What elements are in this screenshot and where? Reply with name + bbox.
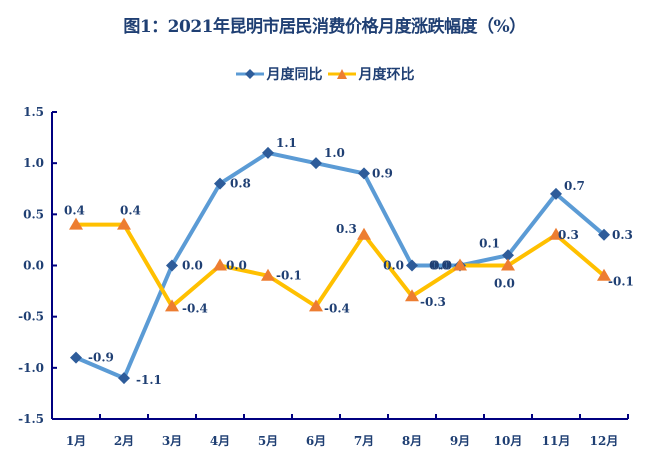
data-point-mom — [213, 258, 227, 271]
x-tick-label: 12月 — [590, 434, 619, 448]
data-label-mom: -0.3 — [420, 295, 446, 309]
data-point-mom — [597, 268, 611, 281]
x-tick-label: 1月 — [66, 434, 86, 448]
x-tick-label: 2月 — [114, 434, 134, 448]
data-label-yoy: 0.3 — [612, 228, 633, 242]
data-label-yoy: 0.9 — [372, 166, 393, 180]
x-tick-label: 7月 — [354, 434, 374, 448]
legend-label-mom: 月度环比 — [358, 67, 415, 83]
x-tick-label: 4月 — [210, 434, 230, 448]
data-point-mom — [453, 258, 467, 271]
data-point-yoy — [406, 259, 418, 272]
diamond-line-icon — [235, 69, 264, 79]
x-tick-label: 9月 — [450, 434, 470, 448]
triangle-line-icon — [327, 69, 356, 79]
x-tick-label: 10月 — [494, 434, 523, 448]
data-point-yoy — [118, 372, 130, 385]
data-point-yoy — [310, 157, 322, 170]
data-point-yoy — [262, 146, 274, 159]
data-label-mom: 0.0 — [226, 259, 247, 273]
y-tick-label: 0.5 — [23, 207, 44, 221]
data-point-yoy — [214, 177, 226, 190]
x-tick-label: 3月 — [162, 434, 182, 448]
data-point-mom — [405, 289, 419, 302]
x-tick-label: 5月 — [258, 434, 278, 448]
data-label-yoy: 1.1 — [276, 136, 297, 150]
data-point-mom — [117, 217, 131, 230]
data-label-mom: 0.4 — [64, 204, 85, 218]
data-point-mom — [357, 227, 371, 240]
y-tick-label: -1.5 — [18, 412, 44, 426]
data-label-yoy: -1.1 — [136, 373, 162, 387]
y-tick-label: -0.5 — [18, 310, 44, 324]
data-label-yoy: 0.1 — [479, 236, 500, 250]
legend-item-yoy: 月度同比 — [235, 64, 323, 84]
data-point-mom — [165, 299, 179, 312]
data-point-yoy — [502, 249, 514, 262]
data-label-yoy: 1.0 — [324, 146, 345, 160]
data-label-yoy: 0.0 — [182, 259, 203, 273]
y-tick-label: 0.0 — [23, 259, 44, 273]
data-label-mom: 0.4 — [120, 204, 141, 218]
data-point-yoy — [166, 259, 178, 272]
data-point-mom — [309, 299, 323, 312]
data-point-yoy — [550, 187, 562, 200]
chart-legend: 月度同比 月度环比 — [0, 64, 649, 84]
data-label-yoy: -0.9 — [88, 351, 114, 365]
legend-label-yoy: 月度同比 — [266, 67, 323, 83]
data-label-yoy: 0.7 — [564, 179, 585, 193]
data-label-mom: -0.1 — [276, 269, 302, 283]
y-tick-label: 1.0 — [23, 156, 44, 170]
data-label-mom: -0.1 — [608, 275, 634, 289]
data-point-mom — [69, 217, 83, 230]
data-label-mom: -0.4 — [324, 301, 350, 315]
legend-item-mom: 月度环比 — [327, 64, 415, 84]
chart-title: 图1：2021年昆明市居民消费价格月度涨跌幅度（%） — [123, 17, 526, 37]
data-label-mom: -0.4 — [182, 301, 208, 315]
data-label-mom: 0.0 — [494, 277, 515, 291]
series-line-mom — [76, 222, 606, 310]
data-label-yoy: 0.0 — [383, 259, 404, 273]
data-label-mom: 0.3 — [558, 228, 579, 242]
data-point-yoy — [358, 167, 370, 180]
y-tick-label: 1.5 — [23, 105, 44, 119]
x-tick-label: 11月 — [542, 434, 571, 448]
data-point-yoy — [70, 351, 82, 364]
y-tick-label: -1.0 — [18, 361, 44, 375]
data-label-mom: 0.3 — [336, 222, 357, 236]
data-point-mom — [501, 258, 515, 271]
series-line-yoy — [75, 150, 606, 381]
data-label-yoy: 0.0 — [431, 259, 452, 273]
x-tick-label: 8月 — [402, 434, 422, 448]
data-point-yoy — [598, 228, 610, 241]
data-label-mom: 0.0 — [429, 259, 450, 273]
data-point-mom — [261, 268, 275, 281]
x-tick-label: 6月 — [306, 434, 326, 448]
data-label-yoy: 0.8 — [230, 177, 251, 191]
data-point-mom — [549, 227, 563, 240]
